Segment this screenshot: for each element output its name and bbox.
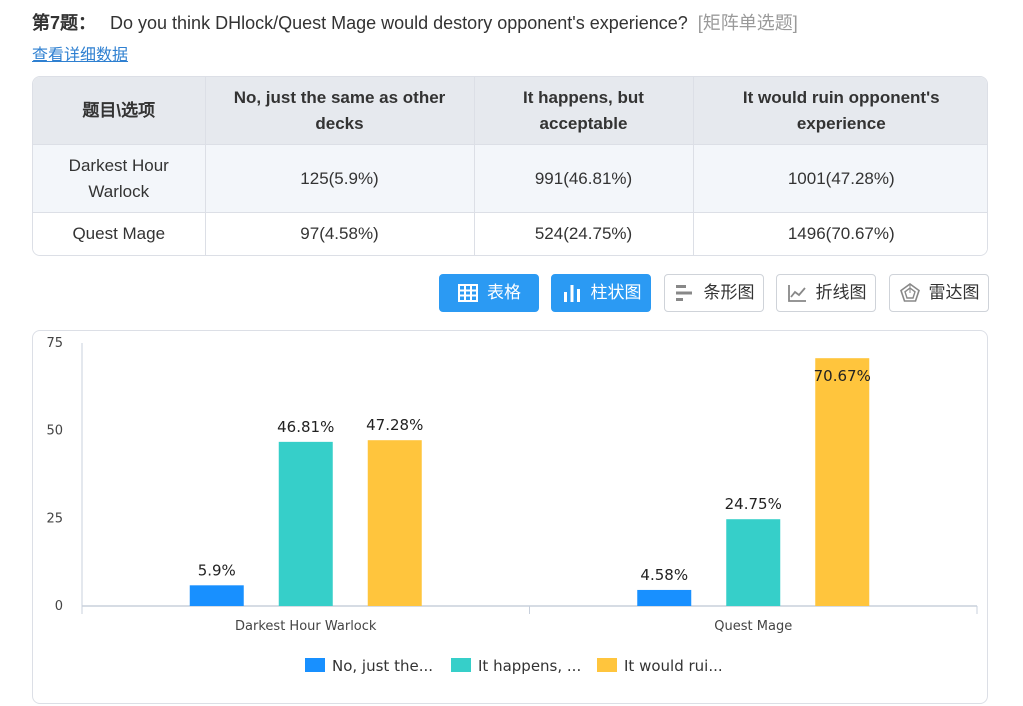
table-cell: 524(24.75%) (474, 212, 694, 255)
y-tick-label: 25 (46, 511, 63, 526)
table-cell: 991(46.81%) (474, 144, 694, 213)
table-header: It happens, but acceptable (474, 77, 694, 145)
bar (637, 589, 692, 606)
view-details-link[interactable]: 查看详细数据 (32, 47, 129, 64)
table-cell: 1001(47.28%) (693, 144, 987, 213)
line-chart-view-label: 折线图 (815, 283, 867, 302)
table-cell: 97(4.58%) (205, 212, 475, 255)
table-row: Darkest Hour Warlock 125(5.9%) 991(46.81… (33, 144, 987, 213)
horizontal-bar-view-label: 条形图 (703, 283, 755, 302)
y-tick-label: 0 (55, 599, 63, 614)
bar (367, 440, 422, 606)
table-view-button[interactable]: 表格 (439, 274, 539, 312)
table-cell: 1496(70.67%) (693, 212, 987, 255)
legend-swatch (597, 658, 617, 672)
bar-chart-view-label: 柱状图 (590, 283, 642, 302)
legend-label: It happens, ... (478, 657, 581, 675)
question-text: Do you think DHlock/Quest Mage would des… (110, 13, 688, 33)
y-tick-label: 75 (46, 336, 63, 351)
bar (278, 441, 333, 606)
horizontal-bar-view-button[interactable]: 条形图 (664, 274, 764, 312)
question-type: [矩阵单选题] (697, 13, 798, 33)
x-tick-label: Darkest Hour Warlock (235, 619, 377, 634)
table-cell: 125(5.9%) (205, 144, 475, 213)
table-view-label: 表格 (487, 283, 521, 302)
legend-label: It would rui... (624, 657, 723, 675)
results-table: 题目\选项 No, just the same as other decks I… (32, 76, 988, 256)
table-row: Quest Mage 97(4.58%) 524(24.75%) 1496(70… (33, 212, 987, 255)
chart-view-toolbar: 表格 柱状图 条形图 折线图 雷达图 (0, 274, 1023, 312)
table-cell: Darkest Hour Warlock (33, 144, 206, 213)
bar (726, 519, 781, 606)
legend-swatch (305, 658, 325, 672)
legend-swatch (451, 658, 471, 672)
table-cell: Quest Mage (33, 212, 206, 255)
radar-chart-icon (899, 283, 920, 302)
bar-value-label: 24.75% (725, 495, 782, 513)
bar (815, 358, 870, 606)
table-header: It would ruin opponent's experience (693, 77, 987, 145)
bar-chart-view-button[interactable]: 柱状图 (551, 274, 651, 312)
bar-chart-icon (563, 285, 580, 302)
bar-chart: 0 25 50 75 Darkest Hour Warlock Quest Mage 5.9… (46, 336, 978, 675)
bar-value-label: 47.28% (366, 416, 423, 434)
bar-chart-panel: 0 25 50 75 Darkest Hour Warlock Quest Mage 5.9… (32, 330, 988, 704)
question-title: 第7题： Do you think DHlock/Quest Mage would… (32, 10, 798, 36)
table-header: 题目\选项 (33, 77, 206, 145)
question-number: 第7题： (32, 13, 97, 33)
table-header: No, just the same as other decks (205, 77, 475, 145)
table-header-row: 题目\选项 No, just the same as other decks I… (33, 77, 987, 145)
line-chart-icon (787, 285, 806, 302)
x-tick-label: Quest Mage (714, 619, 792, 634)
bar-value-label: 46.81% (277, 418, 334, 436)
radar-chart-view-label: 雷达图 (928, 283, 980, 302)
bar-value-label: 4.58% (640, 566, 688, 584)
legend-label: No, just the... (332, 657, 433, 675)
bar-value-label: 70.67% (814, 367, 871, 385)
y-tick-label: 50 (46, 424, 63, 439)
line-chart-view-button[interactable]: 折线图 (776, 274, 876, 312)
horizontal-bar-icon (675, 285, 692, 301)
radar-chart-view-button[interactable]: 雷达图 (889, 274, 989, 312)
table-grid-icon (458, 284, 478, 302)
bar-value-label: 5.9% (198, 561, 236, 579)
bar (189, 585, 244, 606)
